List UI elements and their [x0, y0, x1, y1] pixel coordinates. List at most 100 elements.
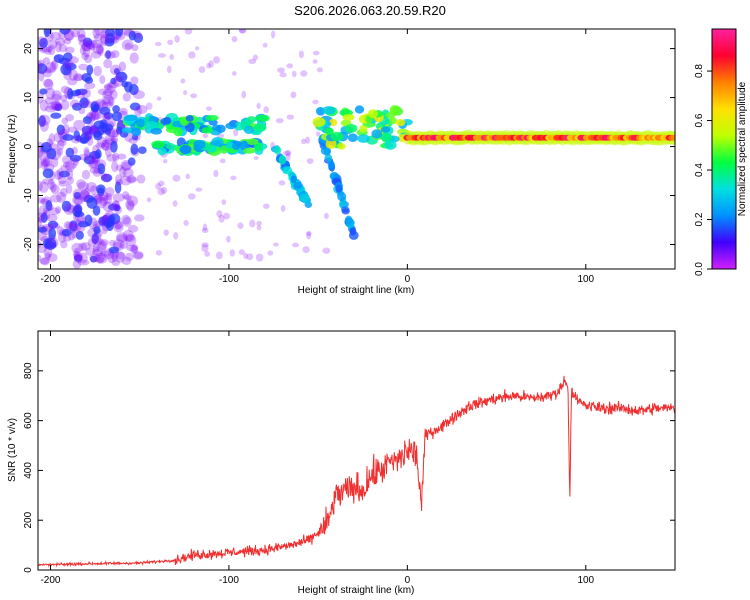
spectrogram-cell — [51, 59, 59, 71]
spectrogram-cell — [104, 187, 115, 197]
spectrogram-cell — [81, 88, 91, 99]
spectrogram-cell — [184, 29, 193, 35]
spectrogram-cell — [71, 29, 81, 38]
spectrogram-cell — [306, 231, 312, 240]
spectrogram-cell — [45, 200, 53, 212]
spectrogram-cell — [39, 37, 48, 48]
spectrogram-cell — [119, 175, 132, 186]
spectrogram-cell — [388, 117, 397, 125]
spectrogram-x-ticks: -200 -100 0 100 — [40, 29, 595, 285]
spectrogram-cell — [108, 81, 119, 89]
spectrogram-cell — [83, 187, 91, 198]
spectrogram-cell — [157, 53, 166, 58]
spectrogram-cell — [237, 222, 244, 229]
colorbar-tick-label: 0.0 — [694, 262, 705, 276]
spectrogram-cell — [201, 227, 209, 233]
spectrogram-cell — [285, 153, 291, 162]
spectrogram-cell — [97, 45, 104, 57]
spectrogram-cell — [238, 29, 247, 34]
spectrogram-cell — [62, 59, 74, 69]
spectrogram-cell — [312, 117, 326, 127]
spectrogram-cell — [256, 220, 262, 226]
spectrogram-cell — [44, 238, 57, 250]
snr-frame — [37, 330, 676, 571]
spectrogram-cell — [93, 226, 101, 234]
spectrogram-cell — [100, 173, 113, 183]
spectrogram-cell — [86, 122, 96, 132]
spectrogram-cell — [65, 221, 76, 231]
spectrogram-cell — [371, 129, 383, 139]
spectrogram-cell — [105, 50, 112, 59]
spectrogram-cell — [56, 139, 65, 151]
spectrogram-cell — [97, 88, 108, 95]
spectrogram-cell — [312, 50, 320, 56]
spectrogram-cell — [233, 128, 239, 137]
spectrogram-cell — [279, 72, 287, 78]
spectrogram-cell — [42, 79, 54, 88]
spectrogram-cell — [103, 51, 116, 60]
snr-y-tick-label: 0 — [23, 567, 34, 573]
spectrogram-cell — [145, 102, 153, 110]
spectrogram-cell — [73, 247, 81, 260]
spectrogram-cell — [102, 113, 111, 122]
spectrogram-cell — [42, 156, 51, 166]
spectrogram-cell — [173, 127, 183, 137]
spectrogram-cell — [325, 139, 337, 149]
spectrogram-cell — [96, 241, 106, 254]
spectrogram-cell — [86, 182, 97, 192]
spectrogram-cell — [90, 50, 102, 59]
spectrogram-cell — [122, 229, 134, 242]
spectrogram-cell — [97, 163, 106, 175]
spectrogram-cell — [77, 259, 90, 266]
spectrogram-cell — [173, 231, 179, 240]
spectrogram-cell — [71, 242, 84, 254]
spectrogram-cell — [121, 214, 131, 225]
spectrogram-cell — [93, 131, 103, 141]
spectrogram-cell — [72, 156, 79, 164]
spectrogram-cell — [115, 179, 124, 186]
spectrogram-cell — [205, 114, 219, 121]
spectrogram-cell — [39, 258, 50, 265]
spectrogram-cell — [73, 191, 81, 199]
spectrogram-cell — [190, 93, 198, 99]
spectrogram-cell — [47, 101, 60, 111]
spectrogram-cell — [110, 49, 120, 59]
spectrogram-cell — [201, 242, 209, 248]
spectrogram-cell — [71, 229, 78, 239]
spectrogram-cell — [72, 188, 85, 201]
spectrogram-cell — [69, 99, 80, 108]
spectrogram-cell — [48, 237, 59, 249]
spectrogram-cell — [157, 188, 166, 196]
spectrogram-cell — [83, 149, 91, 162]
spectrogram-cell — [298, 50, 304, 59]
spectrogram-cell — [59, 29, 71, 35]
spectrogram-cell — [278, 180, 286, 186]
spectrogram-cell — [316, 67, 323, 73]
spectrogram-cell — [85, 39, 98, 46]
spectrogram-cell — [115, 251, 125, 260]
spectrogram-cell — [102, 88, 114, 97]
spectrogram-cell — [134, 214, 145, 222]
spectrogram-cell — [70, 90, 81, 97]
spectrogram-cell — [231, 71, 237, 76]
spectrogram-cell — [108, 128, 116, 139]
spectrogram-cell — [67, 126, 78, 133]
spectrogram-cell — [126, 195, 139, 207]
spectrogram-cell — [206, 106, 212, 111]
spectrogram-cell — [243, 147, 256, 154]
spectrogram-cell — [42, 168, 54, 179]
spectrogram-x-tick-label: -100 — [219, 274, 239, 285]
spectrogram-cell — [315, 131, 321, 137]
spectrogram-cell — [111, 111, 123, 122]
spectrogram-cell — [136, 118, 145, 128]
snr-y-tick-label: 200 — [23, 511, 34, 528]
spectrogram-cell — [301, 138, 307, 145]
spectrogram-cell — [84, 77, 94, 84]
spectrogram-cell — [256, 225, 262, 231]
spectrogram-cell — [194, 46, 200, 51]
spectrogram-cell — [185, 173, 191, 180]
spectrogram-y-tick-label: 10 — [23, 92, 34, 104]
spectrogram-cell — [116, 153, 127, 160]
spectrogram-cell — [322, 106, 336, 115]
spectrogram-cell — [111, 160, 119, 173]
